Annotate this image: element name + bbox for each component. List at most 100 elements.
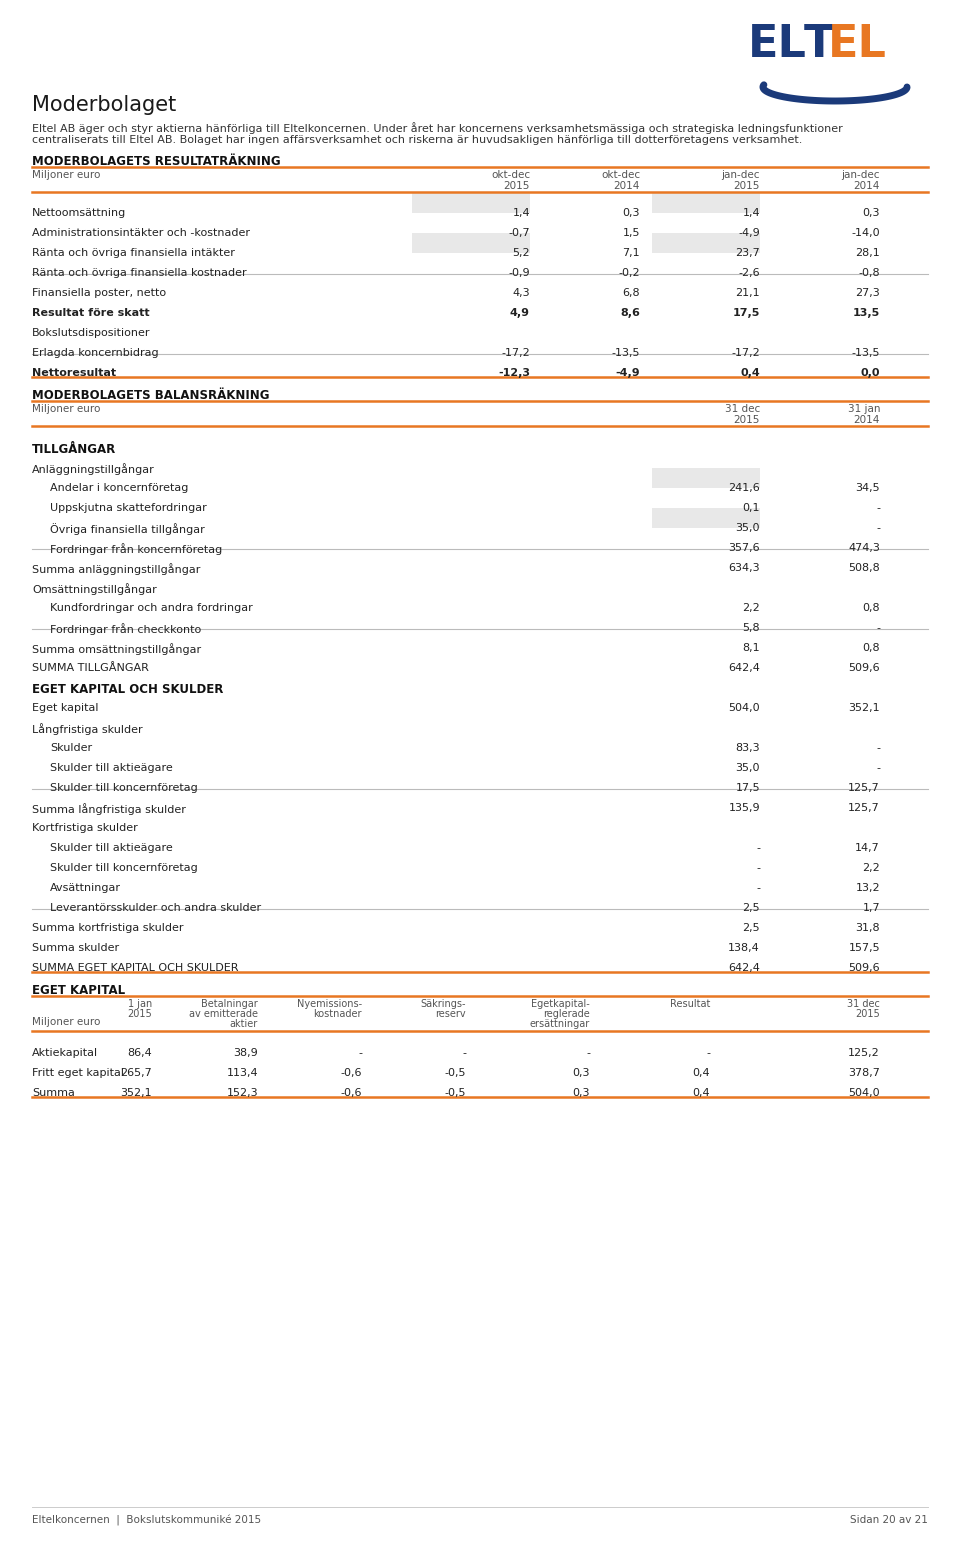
Text: 138,4: 138,4 (729, 943, 760, 954)
Text: 509,6: 509,6 (849, 963, 880, 974)
Text: 0,4: 0,4 (692, 1068, 710, 1079)
Text: Finansiella poster, netto: Finansiella poster, netto (32, 289, 166, 298)
Text: 157,5: 157,5 (849, 943, 880, 954)
Text: Skulder till aktieägare: Skulder till aktieägare (50, 762, 173, 773)
Text: aktier: aktier (229, 1018, 258, 1029)
Text: Resultat före skatt: Resultat före skatt (32, 309, 150, 318)
Text: Miljoner euro: Miljoner euro (32, 404, 101, 414)
Text: Summa omsättningstillgångar: Summa omsättningstillgångar (32, 643, 202, 654)
Text: Anläggningstillgångar: Anläggningstillgångar (32, 463, 155, 475)
Text: -: - (756, 883, 760, 893)
Text: 504,0: 504,0 (849, 1088, 880, 1099)
Text: 86,4: 86,4 (128, 1048, 152, 1058)
Text: TILLGÅNGAR: TILLGÅNGAR (32, 443, 116, 457)
Text: 0,4: 0,4 (740, 367, 760, 378)
Text: 0,1: 0,1 (742, 503, 760, 512)
Text: 509,6: 509,6 (849, 663, 880, 673)
Text: -: - (876, 623, 880, 633)
Text: MODERBOLAGETS BALANSRÄKNING: MODERBOLAGETS BALANSRÄKNING (32, 389, 270, 403)
Text: 1,5: 1,5 (622, 228, 640, 238)
Text: T: T (804, 23, 834, 66)
Text: -17,2: -17,2 (501, 349, 530, 358)
Text: SUMMA EGET KAPITAL OCH SKULDER: SUMMA EGET KAPITAL OCH SKULDER (32, 963, 238, 974)
Text: -4,9: -4,9 (615, 367, 640, 378)
Text: 35,0: 35,0 (735, 762, 760, 773)
Text: 2015: 2015 (504, 181, 530, 191)
Text: 4,9: 4,9 (510, 309, 530, 318)
Text: 31 jan: 31 jan (848, 404, 880, 414)
Text: 352,1: 352,1 (849, 704, 880, 713)
Text: Moderbolaget: Moderbolaget (32, 96, 177, 116)
Text: Erlagda koncernbidrag: Erlagda koncernbidrag (32, 349, 158, 358)
Text: 2,2: 2,2 (862, 863, 880, 873)
Text: 1,4: 1,4 (513, 208, 530, 218)
Text: 265,7: 265,7 (120, 1068, 152, 1079)
Text: 35,0: 35,0 (735, 523, 760, 532)
Text: Skulder till koncernföretag: Skulder till koncernföretag (50, 782, 198, 793)
Text: ersättningar: ersättningar (530, 1018, 590, 1029)
Text: 27,3: 27,3 (855, 289, 880, 298)
Text: Sidan 20 av 21: Sidan 20 av 21 (851, 1515, 928, 1524)
Text: -0,6: -0,6 (341, 1068, 362, 1079)
Text: 357,6: 357,6 (729, 543, 760, 552)
Bar (652, 468, 760, 488)
Text: Summa kortfristiga skulder: Summa kortfristiga skulder (32, 923, 183, 934)
Text: 2014: 2014 (853, 181, 880, 191)
Text: av emitterade: av emitterade (189, 1009, 258, 1018)
Text: 2,5: 2,5 (742, 903, 760, 913)
Text: Skulder till koncernföretag: Skulder till koncernföretag (50, 863, 198, 873)
Text: -14,0: -14,0 (852, 228, 880, 238)
Text: 8,6: 8,6 (620, 309, 640, 318)
Text: SUMMA TILLGÅNGAR: SUMMA TILLGÅNGAR (32, 663, 149, 673)
Text: 4,3: 4,3 (513, 289, 530, 298)
Text: okt-dec: okt-dec (491, 170, 530, 181)
Text: 13,2: 13,2 (855, 883, 880, 893)
Text: 508,8: 508,8 (849, 563, 880, 572)
Text: Nettoresultat: Nettoresultat (32, 367, 116, 378)
Text: 0,3: 0,3 (572, 1088, 590, 1099)
Text: Summa långfristiga skulder: Summa långfristiga skulder (32, 802, 186, 815)
Text: 2,2: 2,2 (742, 603, 760, 613)
Text: 2014: 2014 (853, 415, 880, 424)
Text: -: - (876, 762, 880, 773)
Text: 634,3: 634,3 (729, 563, 760, 572)
Text: Skulder: Skulder (50, 744, 92, 753)
Text: EL: EL (828, 23, 887, 66)
Text: Eltelkoncernen  |  Bokslutskommuniké 2015: Eltelkoncernen | Bokslutskommuniké 2015 (32, 1515, 261, 1526)
Text: reglerade: reglerade (543, 1009, 590, 1018)
Bar (652, 233, 760, 253)
Text: 31 dec: 31 dec (725, 404, 760, 414)
Text: Kundfordringar och andra fordringar: Kundfordringar och andra fordringar (50, 603, 252, 613)
Text: 8,1: 8,1 (742, 643, 760, 653)
Text: -0,8: -0,8 (858, 268, 880, 278)
Text: -: - (756, 863, 760, 873)
Text: Summa skulder: Summa skulder (32, 943, 119, 954)
Text: Aktiekapital: Aktiekapital (32, 1048, 98, 1058)
Text: -17,2: -17,2 (732, 349, 760, 358)
Text: 642,4: 642,4 (728, 963, 760, 974)
Text: Fritt eget kapital: Fritt eget kapital (32, 1068, 124, 1079)
Text: 17,5: 17,5 (732, 309, 760, 318)
Text: 135,9: 135,9 (729, 802, 760, 813)
Text: 1,7: 1,7 (862, 903, 880, 913)
Text: 352,1: 352,1 (120, 1088, 152, 1099)
Text: Avsättningar: Avsättningar (50, 883, 121, 893)
Text: 474,3: 474,3 (848, 543, 880, 552)
Text: 0,4: 0,4 (692, 1088, 710, 1099)
Text: 5,2: 5,2 (513, 248, 530, 258)
Text: 504,0: 504,0 (729, 704, 760, 713)
Text: MODERBOLAGETS RESULTATRÄKNING: MODERBOLAGETS RESULTATRÄKNING (32, 154, 280, 168)
Text: Säkrings-: Säkrings- (420, 998, 466, 1009)
Text: Andelar i koncernföretag: Andelar i koncernföretag (50, 483, 188, 494)
Text: 2014: 2014 (613, 181, 640, 191)
Text: Betalningar: Betalningar (202, 998, 258, 1009)
Text: centraliserats till Eltel AB. Bolaget har ingen affärsverksamhet och riskerna är: centraliserats till Eltel AB. Bolaget ha… (32, 134, 803, 145)
Text: 0,8: 0,8 (862, 603, 880, 613)
Text: 7,1: 7,1 (622, 248, 640, 258)
Text: Summa anläggningstillgångar: Summa anläggningstillgångar (32, 563, 201, 576)
Text: jan-dec: jan-dec (722, 170, 760, 181)
Text: Summa: Summa (32, 1088, 75, 1099)
Text: 38,9: 38,9 (233, 1048, 258, 1058)
Text: 83,3: 83,3 (735, 744, 760, 753)
Text: reserv: reserv (436, 1009, 466, 1018)
